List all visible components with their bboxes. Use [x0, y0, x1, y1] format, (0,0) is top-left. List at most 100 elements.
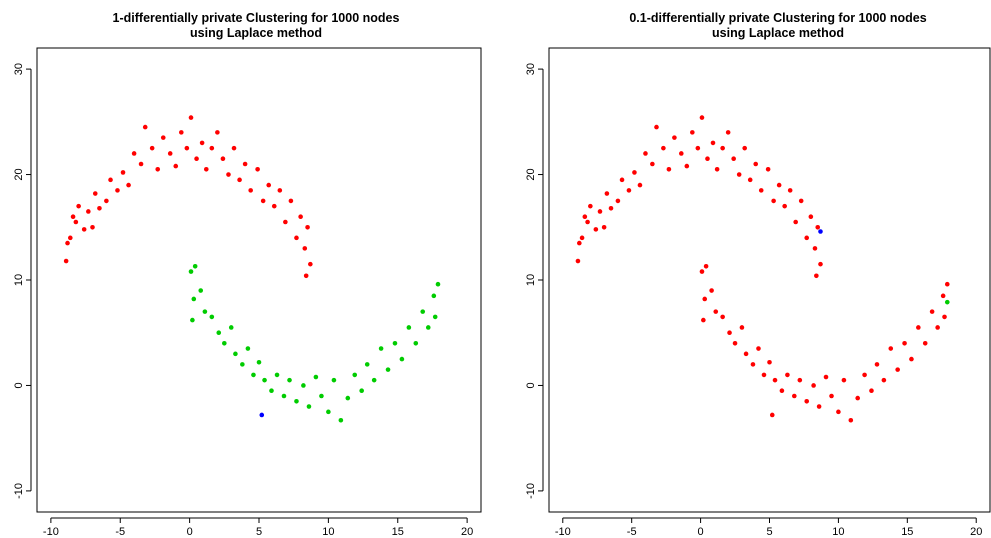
data-point — [747, 177, 753, 183]
data-point — [787, 188, 793, 193]
data-point — [608, 205, 614, 211]
data-point — [255, 166, 260, 172]
data-point — [703, 263, 709, 269]
x-tick-label: 10 — [832, 526, 844, 538]
data-point — [811, 383, 816, 388]
data-point — [260, 198, 266, 204]
x-tick-label: -10 — [43, 526, 59, 538]
data-point — [305, 224, 310, 230]
data-point — [841, 377, 847, 383]
data-point — [435, 281, 441, 287]
y-tick-label: 10 — [13, 274, 25, 286]
data-point — [753, 161, 759, 167]
data-point — [816, 404, 822, 409]
data-point — [720, 314, 725, 320]
x-tick-label: -10 — [555, 526, 571, 538]
data-point — [699, 115, 705, 120]
data-point — [271, 203, 277, 209]
data-point — [632, 170, 637, 175]
data-point — [256, 359, 262, 365]
data-point — [736, 172, 742, 177]
data-point — [283, 219, 288, 225]
data-point — [797, 377, 803, 383]
data-point — [601, 224, 607, 230]
data-point — [92, 191, 98, 196]
data-point — [319, 393, 324, 399]
data-point — [582, 214, 588, 220]
data-point — [888, 346, 894, 351]
data-point — [935, 325, 940, 330]
data-point — [104, 198, 109, 204]
data-point — [743, 351, 749, 357]
data-point — [399, 356, 405, 362]
data-point — [326, 409, 331, 415]
plot-frame — [548, 47, 991, 513]
data-point — [192, 263, 198, 269]
data-point — [909, 356, 914, 362]
data-point — [804, 235, 810, 241]
data-point — [720, 145, 725, 151]
data-point — [298, 214, 303, 220]
data-point — [302, 246, 308, 251]
x-tick-label: -5 — [115, 526, 125, 538]
data-point — [597, 209, 603, 214]
data-point — [929, 309, 935, 314]
data-point — [672, 135, 677, 140]
point-series — [818, 229, 823, 234]
data-point — [944, 281, 950, 287]
data-point — [209, 314, 215, 320]
data-point — [637, 182, 643, 188]
data-point — [266, 182, 272, 188]
data-point — [661, 145, 666, 151]
y-tick-label: 0 — [525, 382, 537, 388]
chart-title: 1-differentially private Clustering for … — [113, 11, 400, 25]
point-series — [188, 263, 441, 423]
y-tick-label: 20 — [525, 168, 537, 180]
data-point — [199, 140, 205, 146]
data-point — [203, 166, 209, 172]
data-point — [725, 130, 731, 135]
data-point — [70, 214, 76, 220]
data-point — [679, 151, 684, 156]
chart-panel-2: 0.1-differentially private Clustering fo… — [525, 11, 991, 538]
data-point — [767, 359, 772, 365]
data-point — [869, 388, 874, 394]
y-tick-label: -10 — [525, 483, 537, 499]
data-point — [160, 135, 166, 140]
data-point — [731, 156, 736, 162]
chart-title: 0.1-differentially private Clustering fo… — [629, 11, 926, 25]
data-point — [420, 309, 426, 314]
data-point — [604, 191, 610, 196]
data-point — [709, 288, 714, 293]
data-point — [142, 124, 148, 130]
data-point — [615, 198, 621, 204]
data-point — [814, 273, 819, 279]
data-point — [251, 372, 256, 378]
data-point — [188, 115, 194, 120]
data-point — [120, 170, 126, 175]
x-tick-label: 15 — [392, 526, 404, 538]
data-point — [63, 258, 69, 264]
data-point — [281, 393, 287, 399]
plot-frame — [36, 47, 482, 513]
data-point — [406, 325, 412, 330]
data-point — [798, 198, 804, 204]
data-point — [308, 261, 313, 267]
y-tick-label: 10 — [525, 274, 537, 286]
data-point — [756, 346, 761, 351]
point-series — [575, 115, 950, 423]
data-point — [701, 317, 706, 323]
data-point — [855, 395, 860, 401]
data-point — [184, 145, 190, 151]
data-point — [785, 372, 790, 378]
data-point — [303, 273, 309, 279]
data-point — [220, 156, 226, 162]
data-point — [313, 374, 319, 380]
data-point — [269, 388, 274, 394]
x-tick-label: 5 — [256, 526, 262, 538]
data-point — [902, 340, 907, 346]
data-point — [804, 398, 810, 404]
data-point — [793, 219, 798, 225]
x-tick-label: 5 — [766, 526, 772, 538]
data-point — [259, 412, 265, 418]
